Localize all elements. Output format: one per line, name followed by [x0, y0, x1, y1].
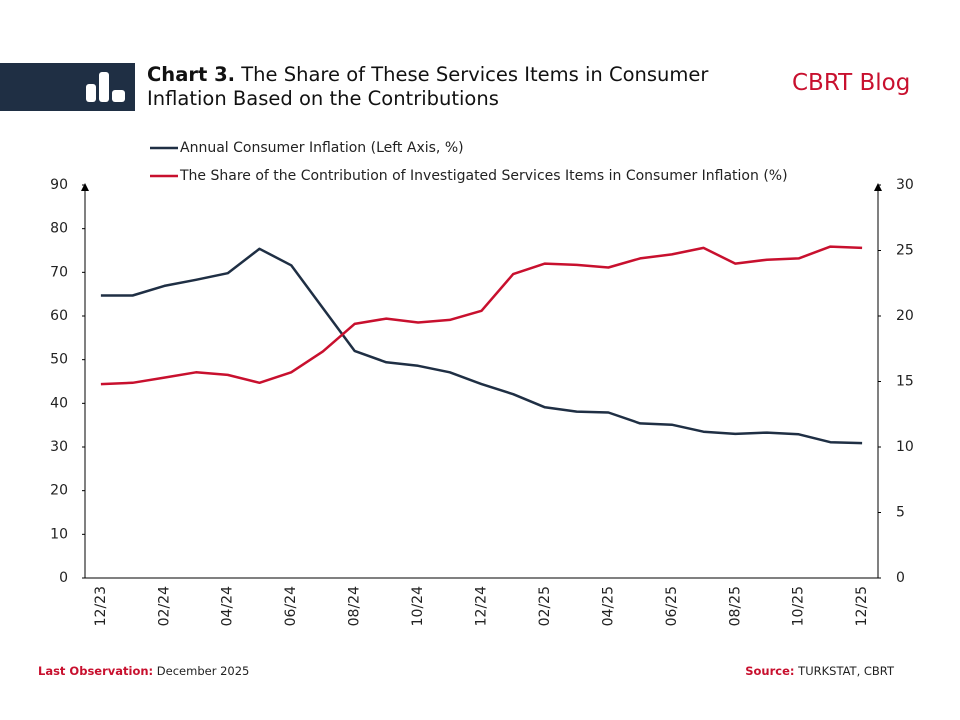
footer-label: Last Observation: [38, 664, 154, 678]
axis-arrow [81, 183, 89, 191]
axis-arrow [874, 183, 882, 191]
footer-text: TURKSTAT, CBRT [798, 664, 894, 678]
y2-tick-label: 20 [896, 308, 914, 324]
legend-label: Annual Consumer Inflation (Left Axis, %) [180, 140, 464, 156]
icon-bar [99, 72, 109, 102]
x-tick-label: 10/24 [410, 586, 426, 626]
x-tick-label: 08/24 [347, 586, 363, 626]
y-tick-label: 60 [50, 308, 68, 324]
x-tick-label: 06/25 [664, 586, 680, 626]
y-tick-label: 10 [50, 526, 68, 542]
x-tick-label: 04/25 [600, 586, 616, 626]
y-tick-label: 30 [50, 439, 68, 455]
x-tick-label: 10/25 [791, 586, 807, 626]
x-tick-label: 12/25 [854, 586, 870, 626]
series-line [100, 245, 863, 386]
y2-tick-label: 10 [896, 439, 914, 455]
x-tick-label: 06/24 [283, 586, 299, 626]
x-tick-label: 12/24 [474, 586, 490, 626]
x-tick-label: 08/25 [727, 586, 743, 626]
y-tick-label: 50 [50, 352, 68, 368]
y-tick-label: 90 [50, 177, 68, 193]
x-tick-label: 04/24 [220, 586, 236, 626]
chart-title: Chart 3. The Share of These Services Ite… [147, 63, 747, 111]
icon-bar [86, 84, 96, 102]
y-tick-label: 0 [59, 570, 68, 586]
footer-text: December 2025 [156, 664, 250, 678]
series-line [100, 247, 863, 445]
footer-right: Source: TURKSTAT, CBRT [745, 664, 894, 678]
y2-tick-label: 25 [896, 243, 914, 259]
y2-tick-label: 30 [896, 177, 914, 193]
footer-left: Last Observation: December 2025 [38, 664, 249, 678]
y-tick-label: 80 [50, 221, 68, 237]
x-tick-label: 12/23 [93, 586, 109, 626]
title-text: The Share of These Services Items in Con… [147, 63, 709, 110]
icon-bar [112, 90, 125, 102]
x-tick-label: 02/25 [537, 586, 553, 626]
x-tick-label: 02/24 [156, 586, 172, 626]
legend-label: The Share of the Contribution of Investi… [179, 168, 788, 184]
y2-tick-label: 5 [896, 505, 905, 521]
y2-tick-label: 15 [896, 374, 914, 390]
y-tick-label: 70 [50, 264, 68, 280]
y-tick-label: 40 [50, 395, 68, 411]
title-bold: Chart 3. [147, 63, 236, 86]
y2-tick-label: 0 [896, 570, 905, 586]
footer-label: Source: [745, 664, 795, 678]
y-tick-label: 20 [50, 483, 68, 499]
brand: CBRT Blog [792, 70, 911, 96]
header-band [0, 63, 135, 111]
